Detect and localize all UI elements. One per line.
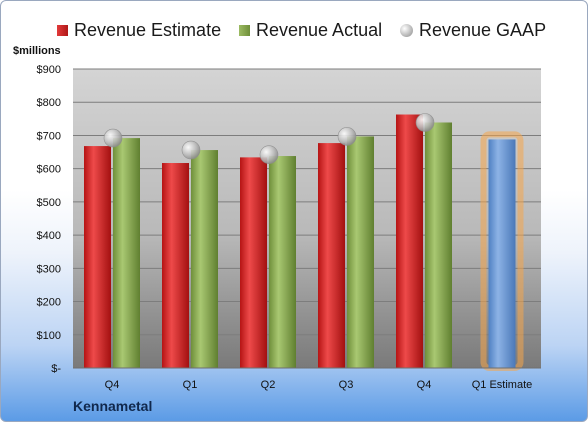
gaap-markers [103,113,435,165]
bars [84,114,524,371]
legend-label-actual: Revenue Actual [256,19,383,40]
legend-item-gaap: Revenue GAAP [400,17,546,43]
legend-swatch-gaap [400,23,413,37]
gaap-marker [337,127,357,146]
gridlines [73,68,541,369]
gaap-marker [103,128,123,148]
actual-bar [269,156,296,368]
y-tick-label: $700 [37,130,61,142]
estimate-bar [84,146,111,368]
y-tick-label: $- [51,363,61,375]
gaap-marker [259,145,279,165]
estimate-bar [240,157,267,368]
actual-bar [425,122,452,368]
company-name: Kennametal [73,398,153,414]
actual-bar [191,150,218,368]
y-tick-label: $100 [37,330,61,342]
legend-swatch-actual [239,24,250,36]
x-tick-label: Q1 Estimate [472,379,533,391]
x-tick-label: Q4 [105,379,120,391]
gaap-marker [181,140,201,160]
legend-item-actual: Revenue Actual [239,17,382,43]
x-tick-label: Q4 [417,379,432,391]
estimate-bar [162,163,189,368]
y-tick-label: $900 [37,64,61,76]
forecast-bar [488,139,516,368]
legend: Revenue Estimate Revenue Actual Revenue … [1,17,587,43]
actual-bar [347,136,374,368]
legend-swatch-estimate [57,24,68,36]
legend-label-gaap: Revenue GAAP [419,19,547,40]
y-axis-ticks: $- $100 $200 $300 $400 $500 $600 $700 $800 $900 [37,64,62,375]
x-tick-label: Q3 [339,379,354,391]
y-axis-unit-label: $millions [13,45,61,57]
y-tick-label: $500 [37,197,61,209]
x-axis-ticks: Q4 Q1 Q2 Q3 Q4 Q1 Estimate [105,379,533,391]
y-tick-label: $600 [37,164,61,176]
y-tick-label: $400 [37,230,61,242]
actual-bar [113,138,140,368]
plot-area [73,69,541,368]
y-tick-label: $300 [37,263,61,275]
estimate-bar [318,143,345,368]
x-tick-label: Q2 [261,379,276,391]
legend-item-estimate: Revenue Estimate [57,17,221,43]
gaap-marker [415,113,435,132]
x-tick-label: Q1 [183,379,198,391]
y-tick-label: $200 [37,297,61,309]
y-tick-label: $800 [37,97,61,109]
legend-label-estimate: Revenue Estimate [74,19,222,40]
estimate-bar [396,114,423,369]
